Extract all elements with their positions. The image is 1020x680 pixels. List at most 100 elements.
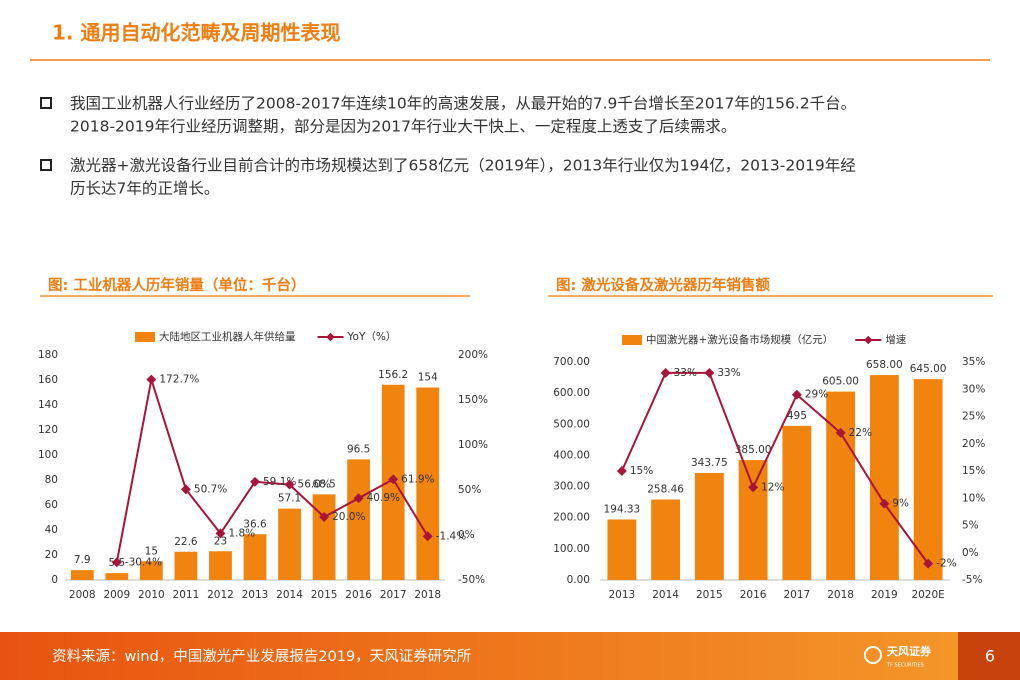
bar-value-label: 156.2: [378, 369, 408, 381]
y-tick-label: 140: [38, 399, 58, 411]
logo-sub: TF SECURITIES: [886, 663, 924, 669]
line-marker: [616, 466, 627, 476]
line-marker: [835, 427, 846, 438]
x-tick-label: 2016: [345, 589, 372, 601]
x-tick-label: 2012: [207, 589, 234, 601]
bar-value-label: 258.46: [647, 484, 684, 496]
y2-tick-label: 150%: [458, 394, 488, 406]
x-tick-label: 2018: [414, 589, 441, 601]
bar: [243, 534, 267, 580]
logo-icon: [864, 646, 882, 664]
bar-value-label: 7.9: [74, 554, 91, 566]
y-tick-label: 180: [38, 349, 58, 361]
y-tick-label: 300.00: [553, 481, 590, 493]
line-value-label: 61.9%: [401, 473, 434, 485]
bar: [312, 494, 336, 580]
bar: [738, 460, 768, 580]
legend-swatch: [135, 332, 155, 342]
line-marker: [111, 557, 122, 568]
line-value-label: -30.4%: [125, 556, 162, 568]
y-tick-label: 600.00: [553, 387, 590, 399]
line-marker: [791, 389, 802, 400]
line-marker: [215, 528, 226, 539]
bar: [105, 573, 129, 580]
bullet-text: 2018-2019年行业经历调整期，部分是因为2017年行业大干快上、一定程度上…: [70, 118, 736, 136]
line-marker: [353, 493, 364, 504]
line-marker: [284, 479, 295, 490]
y2-tick-label: 25%: [962, 411, 985, 423]
bar-value-label: 194.33: [604, 503, 641, 515]
bullet-text: 激光器+激光设备行业目前合计的市场规模达到了658亿元（2019年），2013年…: [70, 157, 856, 175]
y-tick-label: 0.00: [567, 574, 590, 586]
legend-label: 中国激光器+激光设备市场规模（亿元）: [646, 333, 833, 346]
line-marker: [388, 474, 399, 485]
bar: [347, 459, 371, 580]
line-value-label: 12%: [761, 481, 784, 493]
bar-value-label: 15: [145, 545, 158, 557]
y-tick-label: 120: [38, 424, 58, 436]
y-tick-label: 100.00: [553, 543, 590, 555]
line-marker: [250, 476, 260, 487]
line-marker: [180, 484, 191, 495]
bar: [209, 551, 232, 580]
bar: [174, 551, 198, 580]
y2-tick-label: 0%: [962, 547, 979, 559]
y2-tick-label: 20%: [962, 438, 985, 450]
y2-tick-label: 5%: [962, 520, 979, 532]
bar-value-label: 22.6: [174, 536, 198, 548]
bar-value-label: 36.6: [243, 518, 267, 530]
line-value-label: 50.7%: [194, 483, 227, 495]
bar: [70, 570, 94, 580]
x-tick-label: 2009: [103, 589, 130, 601]
y-tick-label: 40: [45, 524, 58, 536]
bar: [278, 508, 301, 580]
bar-value-label: 495: [787, 410, 807, 422]
footer-band: [0, 632, 1020, 680]
bar: [139, 561, 163, 580]
bar: [826, 391, 856, 580]
bar: [694, 472, 724, 580]
bar: [782, 425, 812, 580]
line-value-label: 22%: [849, 427, 872, 439]
bar-value-label: 385.00: [735, 444, 772, 456]
line-value-label: -2%: [936, 558, 956, 570]
line-marker: [660, 367, 671, 378]
y2-tick-label: 0%: [458, 529, 475, 541]
x-tick-label: 2014: [276, 589, 303, 601]
bar-value-label: 645.00: [910, 363, 947, 375]
legend-label: 增速: [885, 333, 906, 346]
legend-swatch: [622, 335, 642, 345]
line-value-label: 20.0%: [332, 511, 365, 523]
y2-tick-label: -50%: [458, 574, 485, 586]
x-tick-label: 2019: [871, 589, 898, 601]
line-marker: [748, 482, 759, 493]
x-tick-label: 2015: [696, 589, 723, 601]
slide-title: 1. 通用自动化范畴及周期性表现: [52, 21, 340, 45]
x-tick-label: 2015: [311, 589, 338, 601]
x-tick-label: 2013: [609, 589, 636, 601]
y-tick-label: 200.00: [553, 512, 590, 524]
legend-label: YoY（%）: [347, 331, 397, 343]
y-tick-label: 100: [38, 449, 58, 461]
line-value-label: 15%: [630, 465, 653, 477]
legend-marker: [326, 332, 335, 342]
y2-tick-label: 100%: [458, 439, 488, 451]
y-tick-label: 400.00: [553, 449, 590, 461]
bar: [651, 499, 681, 580]
line: [620, 371, 929, 565]
line-value-label: 1.8%: [228, 527, 255, 539]
y-tick-label: 80: [45, 474, 58, 486]
y-tick-label: 60: [45, 499, 58, 511]
y-tick-label: 160: [38, 374, 58, 386]
footer-source: 资料来源：wind，中国激光产业发展报告2019，天风证券研究所: [52, 648, 471, 665]
line-value-label: 33%: [717, 367, 740, 379]
bullet-icon: [40, 159, 52, 171]
bar-value-label: 154: [418, 372, 438, 384]
chart-title: 图: 激光设备及激光器历年销售额: [556, 276, 770, 294]
x-tick-label: 2017: [784, 589, 811, 601]
line-value-label: 33%: [674, 367, 697, 379]
y2-tick-label: 15%: [962, 465, 985, 477]
x-tick-label: 2016: [740, 589, 767, 601]
line-value-label: 40.9%: [367, 492, 400, 504]
